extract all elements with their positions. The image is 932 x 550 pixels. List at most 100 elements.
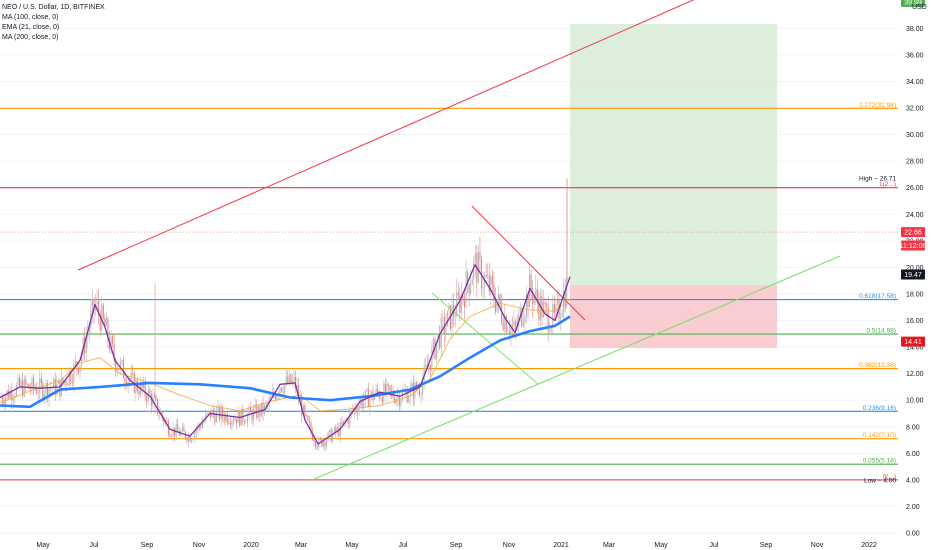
candle-body [312,431,314,440]
candle-body [5,396,7,404]
candle-body [206,412,208,414]
candle-body [153,396,155,397]
time-axis-tick: Nov [193,542,206,549]
candle-body [169,434,171,437]
candle-body [39,378,41,393]
symbol-title[interactable]: NEO / U.S. Dollar, 1D, BITFINEX [2,4,105,11]
candle-body [110,336,112,350]
time-axis-tick: Nov [811,542,824,549]
candle-body [298,385,300,399]
indicator-ma100[interactable]: MA (100, close, 0) [2,14,59,21]
candle-body [37,392,39,394]
candle-body [96,301,98,305]
price-axis-tick: 8.00 [906,424,920,431]
candle-body [74,361,76,363]
candle-body [77,367,80,373]
candle-body [40,378,42,384]
candle-body [116,369,118,372]
low-label: Low − 4.00 [864,477,896,484]
candle-body [338,427,340,437]
indicator-ma200[interactable]: MA (200, close, 0) [2,34,59,41]
candle-body [411,382,413,387]
fib-level-label: 0.142(7.10) [863,432,896,439]
candle-body [251,411,253,420]
candle-body [57,380,59,384]
currency-label[interactable]: USD [912,4,927,11]
candle-body [166,420,168,422]
candle-body [48,388,50,399]
candle-body [471,279,473,285]
candle-body [381,397,383,403]
candle-body [291,380,293,384]
candle-body [485,275,487,277]
target-zone [570,24,777,285]
candle-body [217,406,219,411]
candle-body [420,394,422,396]
candle-body [243,421,245,423]
candle-body [499,294,501,306]
candle-body [313,439,315,442]
candle-body [524,316,526,323]
candle-body [386,383,388,394]
candle-body [294,376,297,388]
candle-body [276,394,278,400]
price-axis-tick: 32.00 [906,106,924,113]
candle-body [287,376,289,384]
candle-body [242,408,244,422]
candle-body [414,382,416,399]
candle-body [220,408,222,420]
chart-legend: NEO / U.S. Dollar, 1D, BITFINEX MA (100,… [2,3,105,43]
candle-body [121,360,123,362]
candle-body [284,383,286,393]
price-axis-tick: 34.00 [906,79,924,86]
time-axis-tick: Sep [141,542,154,549]
candle-body [490,275,492,292]
candle-body [183,427,185,432]
candle-body [398,395,400,406]
candle-body [547,307,549,332]
candle-body [231,420,233,425]
candle-body [463,298,465,308]
candle-body [462,295,464,299]
candle-body [285,376,287,384]
candle-body [84,337,86,354]
candle-body [99,314,101,331]
candle-body [356,410,359,413]
candle-body [507,331,509,333]
price-axis-tick: 30.00 [906,132,924,139]
fib-level-label: 0.236(9.16) [863,405,896,412]
indicator-ema21[interactable]: EMA (21, close, 0) [2,24,60,31]
candle-body [549,331,551,332]
candle-body [377,388,379,393]
candle-body [253,408,255,420]
price-axis-tick: 26.00 [906,185,924,192]
price-axis-tick: 20.00 [906,265,924,272]
candle-body [245,422,247,424]
price-axis-tick: 18.00 [906,291,924,298]
candle-body [442,317,444,318]
candle-body [522,322,524,327]
lower-support-line [311,255,841,481]
candle-body [53,379,55,389]
candle-body [519,308,521,316]
candle-body [332,433,334,442]
candle-body [400,400,402,406]
fib-level-label: 0.382(12.38) [859,362,896,369]
candle-body [446,310,448,327]
candle-body [358,404,360,413]
candle-body [536,289,538,302]
candle-body [50,388,52,390]
candle-body [479,251,481,260]
candle-body [288,374,290,384]
candle-body [20,381,22,387]
candle-body [391,390,393,392]
candle-body [135,380,137,393]
candle-body [408,397,410,403]
candle-body [566,276,568,308]
candle-body [132,372,134,374]
candle-body [552,304,554,327]
candle-body [527,293,529,308]
price-axis-tick: 6.00 [906,451,920,458]
candle-body [525,293,527,317]
